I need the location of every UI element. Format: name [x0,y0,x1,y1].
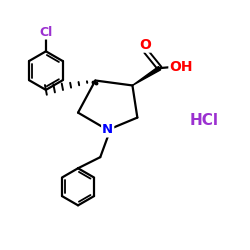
Text: N: N [102,124,113,136]
Text: O: O [139,38,151,52]
Text: Cl: Cl [39,26,52,39]
Polygon shape [132,66,161,86]
Text: HCl: HCl [190,112,218,128]
Text: OH: OH [169,60,192,74]
